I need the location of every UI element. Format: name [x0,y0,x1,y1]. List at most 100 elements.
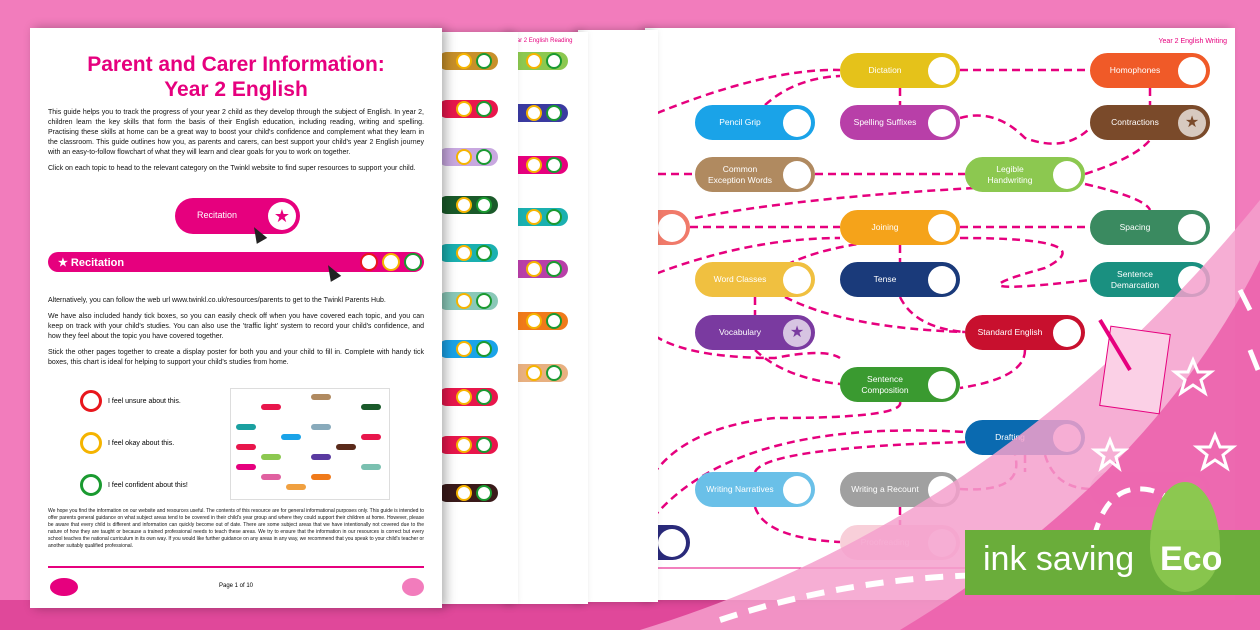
node-label: Sentence Composition [861,373,909,395]
tick-circle[interactable] [526,209,542,225]
node-label: Writing Narratives [706,484,774,494]
tick-circle[interactable] [526,261,542,277]
node-label: Word Classes [713,274,767,284]
tick-circle[interactable] [783,161,811,189]
topic-node-tense[interactable]: Tense [840,262,960,297]
tick-circle[interactable] [928,371,956,399]
topic-node-spacing[interactable]: Spacing [1090,210,1210,245]
tick-circle[interactable] [476,437,492,453]
tick-circle[interactable] [456,389,472,405]
topic-node-homophones[interactable]: Homophones [1090,53,1210,88]
topic-node-sentence-composition[interactable]: Sentence Composition [840,367,960,402]
connector-line [1084,182,1152,211]
tick-circle[interactable] [546,53,562,69]
tick-circle[interactable] [456,341,472,357]
reading-page: Year 2 English Reading [508,32,588,604]
topic-node-vocabulary[interactable]: Vocabulary ★ [695,315,815,350]
tick-circle[interactable] [1053,319,1081,347]
tick-circle[interactable] [456,293,472,309]
topic-node-joining[interactable]: Joining [840,210,960,245]
page-title: Parent and Carer Information: Year 2 Engl… [87,53,385,101]
topic-node-contractions[interactable]: Contractions ★ [1090,105,1210,140]
tick-circle[interactable] [476,149,492,165]
tick-circle[interactable] [456,485,472,501]
tick-circle[interactable] [546,313,562,329]
tick-circle[interactable] [476,485,492,501]
connector-line [753,440,966,473]
node-label: Sentence Demarcation [1110,268,1160,290]
click-instructions: Click on each topic to head to the relev… [48,165,416,172]
star-icon: ★ [58,257,71,269]
tick-circle[interactable] [476,293,492,309]
tick-circle[interactable] [456,245,472,261]
topic-node-dictation[interactable]: Dictation [840,53,960,88]
recitation-example-button[interactable]: Recitation ★ [175,198,300,234]
traffic-light-strip [438,292,498,310]
tick-circle[interactable] [546,365,562,381]
node-label: Pencil Grip [719,117,761,127]
tick-circle[interactable] [546,261,562,277]
tick-circle[interactable] [526,105,542,121]
tick-circle[interactable] [456,53,472,69]
topic-node-pencil-grip[interactable]: Pencil Grip [695,105,815,140]
topic-node-legible-handwriting[interactable]: Legible Handwriting [965,157,1085,192]
node-label: Tense [873,274,897,284]
unsure-checkbox[interactable] [360,253,378,271]
confident-checkbox[interactable] [404,253,422,271]
tick-circle[interactable] [476,341,492,357]
tick-circle[interactable] [783,109,811,137]
section-label: Recitation [70,257,125,269]
tick-circle[interactable] [526,157,542,173]
page-header: Year 2 English Reading [510,38,573,44]
tick-circle[interactable] [456,437,472,453]
tick-circle[interactable] [476,245,492,261]
traffic-light-strip [438,148,498,166]
traffic-light-strip [438,100,498,118]
recitation-section-bar[interactable]: ★ Recitation [48,252,424,272]
partial-node [645,525,690,560]
tick-circle[interactable] [456,101,472,117]
tick-circle[interactable] [783,476,811,504]
connector-line [694,186,976,220]
brand-logo [402,578,424,596]
tick-circle[interactable] [1178,214,1206,242]
tick-circle[interactable] [476,53,492,69]
tick-circle[interactable] [928,109,956,137]
connector-line [959,236,1091,288]
tick-circle[interactable] [546,157,562,173]
traffic-light-strip [508,364,568,382]
star-icon[interactable]: ★ [783,319,811,347]
topic-node-spelling-suffixes[interactable]: Spelling Suffixes [840,105,960,140]
node-label: Joining [871,222,899,232]
tick-circle[interactable] [928,214,956,242]
tick-circle[interactable] [476,197,492,213]
connector-line [898,296,966,334]
tick-circle[interactable] [546,105,562,121]
tick-circle[interactable] [546,209,562,225]
tick-circle[interactable] [456,197,472,213]
tick-circle[interactable] [476,101,492,117]
topic-node-standard-english[interactable]: Standard English [965,315,1085,350]
tick-circle[interactable] [928,266,956,294]
topic-node-word-classes[interactable]: Word Classes [695,262,815,297]
legend-okay: I feel okay about this. [80,432,174,454]
tick-circle[interactable] [928,57,956,85]
connector-line [645,401,902,489]
tick-circle[interactable] [526,53,542,69]
tick-circle[interactable] [476,389,492,405]
tick-circle[interactable] [1053,161,1081,189]
tick-circle[interactable] [1178,57,1206,85]
tick-circle[interactable] [783,266,811,294]
tick-circle[interactable] [456,149,472,165]
topic-node-writing-narratives[interactable]: Writing Narratives [695,472,815,507]
tick-circle[interactable] [526,365,542,381]
connector-line [645,327,841,360]
tick-circle[interactable] [526,313,542,329]
star-icon: ★ [268,202,296,230]
star-icon[interactable]: ★ [1178,109,1206,137]
topic-node-common-exception-words[interactable]: Common Exception Words [695,157,815,192]
connector-line [784,295,966,334]
okay-checkbox[interactable] [382,253,400,271]
tick-boxes-text: We have also included handy tick boxes, … [48,313,424,340]
reading-activities-page [578,30,658,602]
